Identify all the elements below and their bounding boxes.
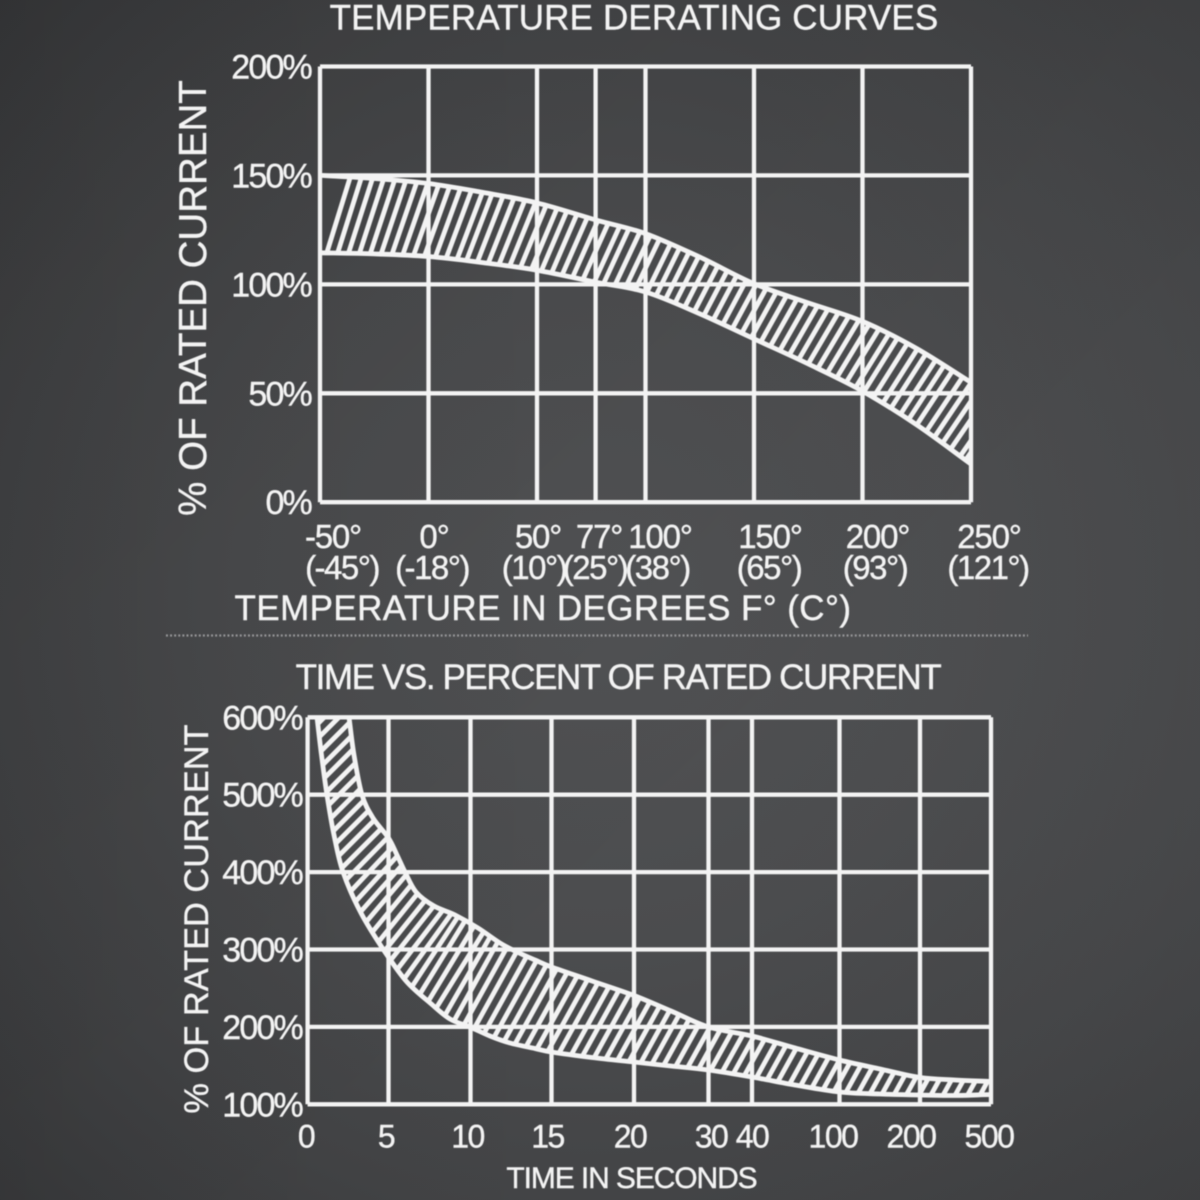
svg-text:150°: 150° [738,518,801,555]
svg-text:150%: 150% [231,157,312,195]
svg-text:500%: 500% [222,777,303,815]
svg-text:200°: 200° [846,518,909,555]
svg-text:100%: 100% [222,1086,303,1124]
svg-text:0°: 0° [419,518,448,555]
svg-text:77°: 77° [576,518,622,555]
svg-text:200: 200 [887,1119,937,1155]
svg-text:50°: 50° [515,518,561,555]
svg-text:(25°): (25°) [563,549,627,586]
svg-text:% OF RATED CURRENT: % OF RATED CURRENT [178,724,216,1113]
svg-text:(65°): (65°) [737,549,801,586]
svg-text:TIME IN SECONDS: TIME IN SECONDS [506,1162,756,1195]
svg-text:300%: 300% [222,932,303,970]
svg-text:30: 30 [695,1119,728,1155]
svg-text:400%: 400% [222,854,303,892]
svg-text:(-45°): (-45°) [305,549,379,586]
svg-text:200%: 200% [231,49,312,87]
svg-text:250°: 250° [957,518,1020,555]
svg-text:% OF RATED CURRENT: % OF RATED CURRENT [172,80,215,516]
svg-text:10: 10 [451,1119,484,1155]
svg-text:15: 15 [531,1119,564,1155]
svg-text:TEMPERATURE DERATING CURVES: TEMPERATURE DERATING CURVES [330,0,939,38]
svg-text:0%: 0% [265,484,312,522]
svg-text:(-18°): (-18°) [395,549,469,586]
svg-text:(38°): (38°) [625,549,689,586]
svg-text:500: 500 [965,1119,1015,1155]
svg-text:(10°): (10°) [502,549,566,586]
svg-text:TIME VS. PERCENT OF RATED CURR: TIME VS. PERCENT OF RATED CURRENT [296,658,942,697]
svg-text:20: 20 [614,1119,647,1155]
svg-text:200%: 200% [222,1009,303,1047]
svg-text:100°: 100° [628,518,691,555]
svg-text:TEMPERATURE IN DEGREES F° (C°): TEMPERATURE IN DEGREES F° (C°) [235,589,852,628]
svg-text:-50°: -50° [305,518,361,555]
svg-text:(93°): (93°) [843,549,907,586]
svg-text:100: 100 [809,1119,859,1155]
svg-text:100%: 100% [231,266,312,304]
svg-text:40: 40 [736,1119,769,1155]
svg-text:0: 0 [298,1119,315,1155]
svg-text:600%: 600% [222,699,303,737]
svg-text:5: 5 [378,1119,395,1155]
svg-text:50%: 50% [248,375,312,413]
svg-text:(121°): (121°) [947,549,1028,586]
